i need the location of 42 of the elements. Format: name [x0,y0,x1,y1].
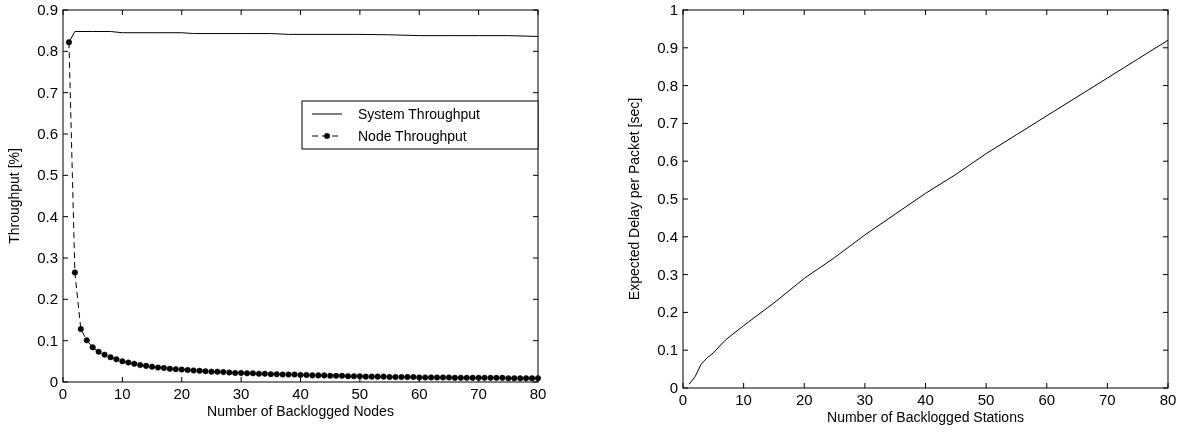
y-tick-label: 0.5 [37,166,58,184]
x-tick-label: 80 [529,385,547,402]
x-axis-title: Number of Backlogged Nodes [207,403,394,419]
x-tick-label: 50 [351,385,369,402]
x-tick-label: 10 [735,391,752,408]
y-tick-label: 0.1 [37,331,58,349]
y-axis-title: Throughput [%] [6,148,22,244]
x-tick-label: 80 [1159,391,1177,408]
x-tick-label: 60 [410,385,428,402]
y-tick-label: 0.3 [657,265,678,283]
x-axis-title: Number of Backlogged Stations [827,409,1024,425]
x-tick-label: 40 [917,391,934,408]
y-tick-label: 0.4 [657,227,678,245]
y-axis-title: Expected Delay per Packet [sec] [626,97,642,301]
x-tick-label: 50 [977,391,995,408]
x-tick-label: 10 [114,385,131,402]
y-tick-label: 0.3 [37,249,58,266]
x-tick-label: 60 [1038,391,1056,408]
y-tick-label: 0.7 [37,83,58,101]
y-tick-label: 0 [49,373,58,390]
y-tick-label: 0.9 [657,38,678,56]
x-tick-label: 20 [173,385,191,402]
y-tick-label: 0.1 [657,341,678,359]
x-tick-label: 30 [232,385,250,402]
y-tick-label: 0.5 [657,190,678,207]
x-tick-label: 70 [470,385,487,402]
legend-label: Node Throughput [358,128,467,144]
y-tick-label: 0.2 [37,290,58,308]
x-tick-label: 70 [1099,391,1116,408]
x-tick-label: 30 [856,391,874,408]
y-tick-label: 0.6 [37,125,58,142]
y-tick-label: 0.7 [657,114,678,132]
y-tick-label: 0.2 [657,303,678,321]
legend-label: System Throughput [358,106,481,122]
y-tick-label: 0.8 [657,76,678,94]
y-tick-label: 1 [669,1,678,18]
x-tick-label: 40 [292,385,309,402]
y-tick-label: 0.9 [37,1,58,18]
y-tick-label: 0.8 [37,42,58,60]
y-tick-label: 0.4 [37,207,58,225]
x-tick-label: 20 [795,391,813,408]
y-tick-label: 0.6 [657,152,678,170]
